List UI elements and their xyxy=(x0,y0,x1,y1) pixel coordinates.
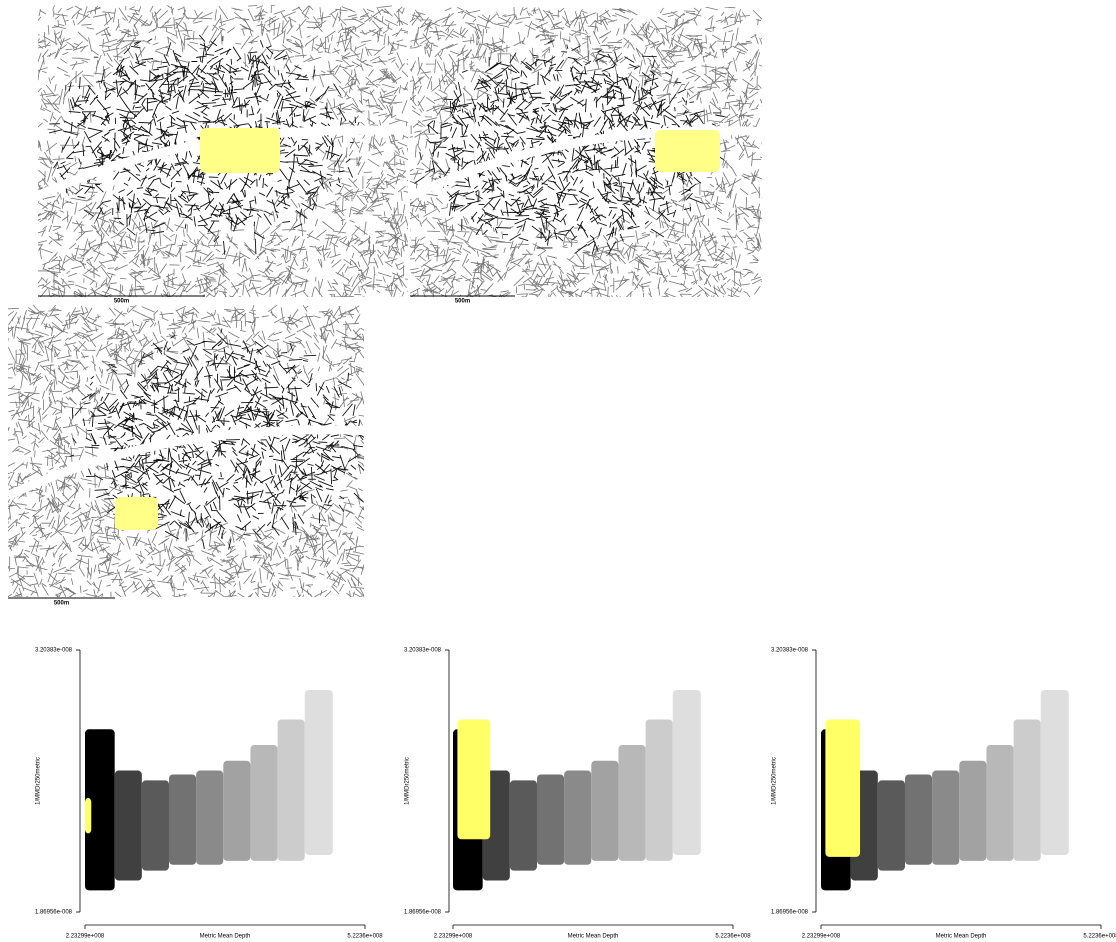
scale-bar: 500m xyxy=(38,295,205,305)
streets-outer xyxy=(38,5,408,297)
y-tick-label: 1.86956e-008 xyxy=(35,910,73,916)
point-cluster xyxy=(825,719,861,857)
point-cluster xyxy=(304,690,333,855)
maps: 500m 500m 500m xyxy=(8,5,762,607)
point-cluster xyxy=(959,760,987,861)
charts: 1.86956e-008 3.20383e-008 2.23299e+008 5.22… xyxy=(35,648,1116,940)
point-cluster xyxy=(277,719,305,861)
point-cluster xyxy=(196,770,224,865)
x-axis-label: Metric Mean Depth xyxy=(568,934,619,940)
point-cluster xyxy=(114,770,142,881)
point-cluster xyxy=(672,690,701,855)
x-tick-label: 2.23299e+008 xyxy=(66,934,105,940)
x-tick-label: 5.2236e+008 xyxy=(1083,934,1116,940)
x-axis-label: Metric Mean Depth xyxy=(936,934,987,940)
point-cluster xyxy=(250,745,278,861)
point-cluster xyxy=(85,729,115,891)
point-cluster xyxy=(986,745,1014,861)
y-axis-label: 1/MMDr250metric xyxy=(405,757,411,805)
street-map xyxy=(410,7,762,297)
point-cluster xyxy=(932,770,960,865)
highlight-area xyxy=(200,128,280,173)
scatter-chart: 1.86956e-008 3.20383e-008 2.23299e+008 5.22… xyxy=(35,648,383,940)
point-cluster xyxy=(1040,690,1069,855)
river xyxy=(8,425,364,500)
y-tick-label: 3.20383e-008 xyxy=(35,648,73,654)
x-axis-label: Metric Mean Depth xyxy=(200,934,251,940)
scale-bar: 500m xyxy=(8,597,115,607)
point-cluster xyxy=(223,760,251,861)
highlight-area xyxy=(115,497,158,530)
y-tick-label: 1.86956e-008 xyxy=(771,910,809,916)
street-map xyxy=(8,305,364,597)
scale-label: 500m xyxy=(114,299,129,305)
street-map xyxy=(38,5,408,297)
point-cluster xyxy=(168,774,197,865)
scatter-chart: 1.86956e-008 3.20383e-008 2.23299e+008 5.22… xyxy=(404,648,751,940)
x-tick-label: 5.2236e+008 xyxy=(347,934,383,940)
y-axis-label: 1/MMDr250metric xyxy=(772,757,778,805)
streets-outer xyxy=(8,305,364,597)
point-cluster xyxy=(618,745,646,861)
scale-label: 500m xyxy=(455,299,470,305)
streets-outer xyxy=(410,7,762,297)
point-cluster xyxy=(1013,719,1041,861)
point-cluster xyxy=(85,798,92,834)
point-cluster xyxy=(564,770,592,865)
x-tick-label: 2.23299e+008 xyxy=(802,934,841,940)
scale-bar: 500m xyxy=(410,295,515,305)
y-tick-label: 3.20383e-008 xyxy=(404,648,442,654)
point-cluster xyxy=(536,774,565,865)
x-tick-label: 5.2236e+008 xyxy=(715,934,751,940)
streets-core xyxy=(48,34,363,255)
scatter-chart: 1.86956e-008 3.20383e-008 2.23299e+008 5.22… xyxy=(771,648,1116,940)
point-cluster xyxy=(141,780,169,871)
point-cluster xyxy=(904,774,933,865)
x-tick-label: 2.23299e+008 xyxy=(434,934,473,940)
point-cluster xyxy=(645,719,673,861)
highlight-area xyxy=(655,130,720,172)
y-tick-label: 1.86956e-008 xyxy=(404,910,442,916)
y-axis-label: 1/MMDr250metric xyxy=(36,757,42,805)
point-cluster xyxy=(509,780,537,871)
point-cluster xyxy=(591,760,619,861)
scale-label: 500m xyxy=(54,601,69,607)
point-cluster xyxy=(877,780,905,871)
y-tick-label: 3.20383e-008 xyxy=(771,648,809,654)
point-cluster xyxy=(457,719,491,840)
